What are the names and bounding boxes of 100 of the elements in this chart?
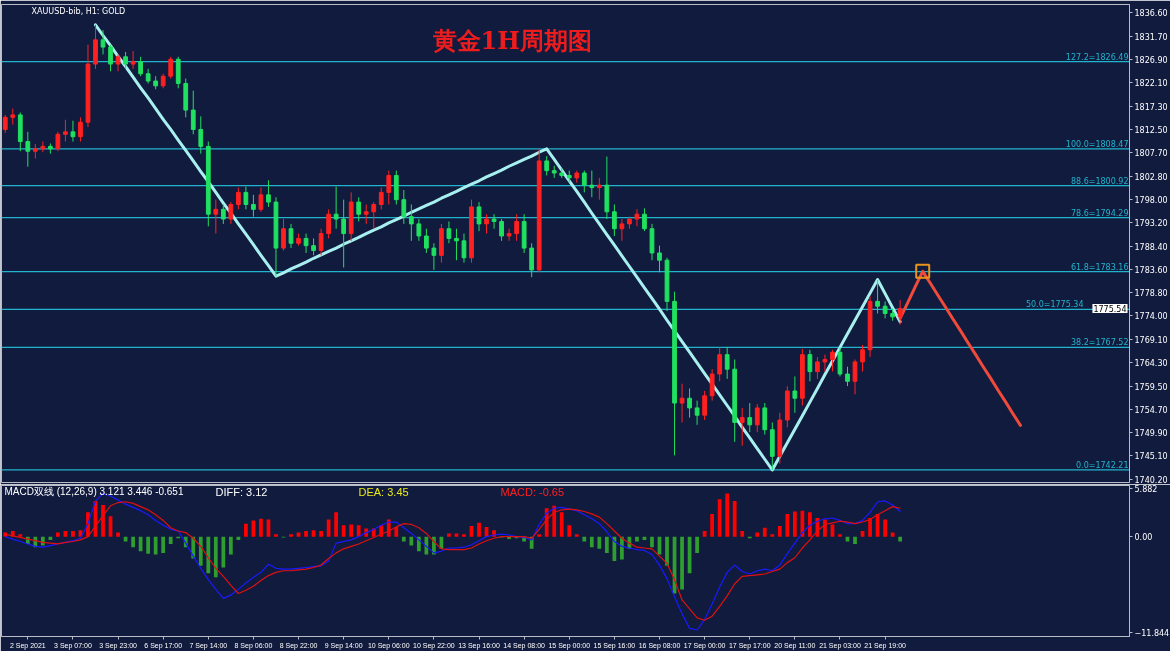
annotation: 1775.54 [1093,304,1127,314]
bar [326,519,331,537]
y-tick-label: 1788.40 [1134,242,1168,252]
candlestick [792,375,798,414]
candlestick [822,354,828,373]
candlestick [424,228,429,254]
candlestick [544,155,550,176]
candlestick [739,407,745,447]
y-tick-label: 1836.60 [1134,9,1168,19]
candlestick [852,358,858,395]
bar [589,536,594,548]
chart-title: MACD双线 (12,26,9) 3.121 3.446 -0.651 [4,486,184,497]
candlestick [454,228,459,261]
y-tick-label: −11.844 [1134,629,1170,639]
y-tick-label: 1826.90 [1134,56,1168,66]
candlestick [717,346,723,382]
bar [259,518,263,537]
y-tick-label: 1817.30 [1134,102,1168,112]
bar [808,512,812,537]
bar [206,536,211,574]
candlestick [679,383,685,423]
candlestick [807,349,813,382]
y-tick-label: 5.882 [1134,485,1158,495]
bar [740,530,745,537]
candlestick [130,50,136,70]
candlestick [190,90,196,135]
candlestick [491,213,497,230]
bar [567,525,572,537]
candlestick [875,279,880,314]
candlestick [70,120,76,143]
bar [462,534,466,537]
bar [552,505,557,537]
bar [18,534,23,537]
y-tick-label: 1740.20 [1134,476,1168,486]
bar [454,533,459,537]
candlestick [356,196,362,222]
candlestick [762,402,768,436]
bar [785,513,790,537]
bar [574,534,579,537]
candlestick [702,390,707,421]
candlestick [378,187,384,210]
candlestick [236,187,241,210]
y-tick-label: 1778.80 [1134,289,1168,299]
candlestick [55,131,61,152]
bar [349,524,354,537]
candlestick [78,116,83,143]
y-tick-label: 1764.30 [1134,359,1168,369]
bar [71,530,75,537]
y-tick-label: 1807.70 [1134,149,1168,159]
bar [161,536,166,553]
bar [680,536,684,590]
bar [228,536,233,555]
candlestick [220,204,226,225]
bar [153,536,158,555]
y-tick-label: 1783.60 [1134,265,1168,275]
candlestick [115,53,121,72]
bar [559,512,564,537]
y-tick-label: 1754.70 [1134,405,1168,415]
candlestick [747,402,753,433]
candlestick [326,208,331,239]
bar [168,536,173,544]
text: 黄金1H周期图 [431,26,592,55]
bar [213,536,218,578]
candlestick [40,141,46,153]
candlestick [830,349,835,373]
annotation: DEA: 3.45 [358,485,409,498]
y-tick-label: 1759.50 [1134,382,1168,392]
y-tick-label: 1769.10 [1134,336,1168,346]
candlestick [100,29,106,55]
bar [868,517,872,537]
annotation: DIFF: 3.12 [215,485,268,498]
bar [777,526,782,537]
ref-line-label: 50.0=1775.34 [1025,300,1084,310]
candlestick [634,208,640,227]
bar [717,499,722,537]
candlestick [341,199,347,268]
candlestick [363,204,369,225]
bar [101,504,105,537]
candlestick [815,356,820,380]
bar [394,526,399,537]
y-tick-label: 1745.10 [1134,452,1168,462]
bar [131,536,135,548]
ref-line-label: 78.6=1794.29 [1070,208,1129,218]
candlestick [837,346,843,377]
bar [319,530,323,537]
candlestick [882,300,888,319]
y-tick-label: 1822.10 [1134,79,1168,89]
bar [792,511,797,537]
bar [853,536,857,544]
bar [409,536,414,546]
candlestick [724,346,730,380]
bar [762,527,767,537]
candlestick [484,213,489,235]
bar [146,536,151,554]
bar [198,536,203,566]
candlestick [897,299,903,326]
bar [725,493,730,537]
bar [289,534,293,537]
candlestick [303,233,309,254]
bar [702,530,707,537]
